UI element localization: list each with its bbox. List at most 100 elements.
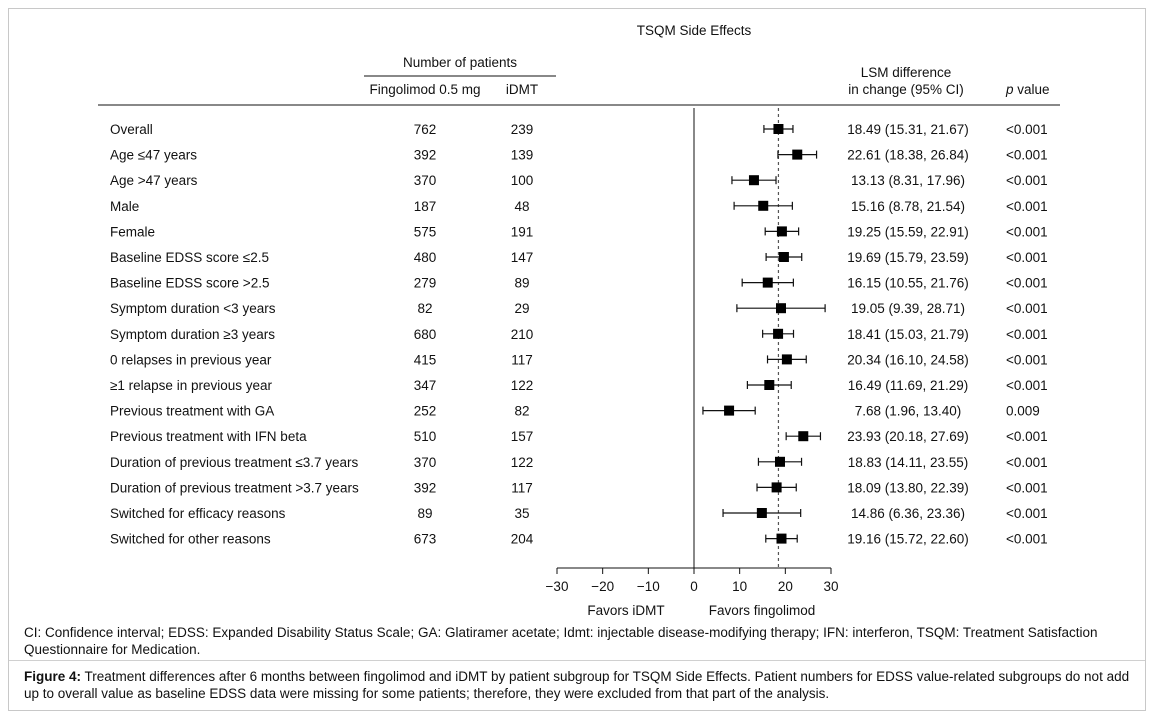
n-fingolimod: 392 [414, 148, 437, 163]
estimate-marker [776, 533, 787, 544]
estimate-marker [781, 354, 792, 365]
n-fingolimod: 370 [414, 455, 437, 470]
x-tick-label: 30 [823, 579, 838, 594]
estimate-marker [774, 456, 785, 467]
p-value: <0.001 [1006, 352, 1048, 367]
lsm-difference-ci: 23.93 (20.18, 27.69) [847, 429, 969, 444]
n-fingolimod: 347 [414, 378, 437, 393]
lsm-difference-ci: 14.86 (6.36, 23.36) [851, 506, 965, 521]
caption-divider [9, 660, 1145, 661]
plot-area [693, 108, 826, 568]
p-value: <0.001 [1006, 122, 1048, 137]
p-value: <0.001 [1006, 224, 1048, 239]
lsm-difference-ci: 18.49 (15.31, 21.67) [847, 122, 969, 137]
row-label: Switched for other reasons [110, 532, 271, 547]
x-tick-label: 20 [778, 579, 793, 594]
row-label: Previous treatment with IFN beta [110, 429, 307, 444]
row-label: Duration of previous treatment ≤3.7 year… [110, 455, 359, 470]
row-label: Baseline EDSS score ≤2.5 [110, 250, 269, 265]
lsm-difference-ci: 15.16 (8.78, 21.54) [851, 199, 965, 214]
n-idmt: 48 [514, 199, 529, 214]
figure-text: Treatment differences after 6 months bet… [24, 669, 1130, 701]
n-fingolimod: 673 [414, 532, 437, 547]
n-fingolimod: 510 [414, 429, 437, 444]
n-fingolimod: 480 [414, 250, 437, 265]
row-label: ≥1 relapse in previous year [110, 378, 272, 393]
estimate-marker [773, 124, 784, 134]
n-idmt: 204 [511, 532, 534, 547]
forest-plot: TSQM Side Effects Number of patients Fin… [98, 23, 1060, 618]
n-idmt: 117 [511, 352, 533, 367]
lsm-difference-ci: 16.49 (11.69, 21.29) [848, 378, 969, 393]
group-header: Number of patients [403, 55, 517, 70]
n-idmt: 210 [511, 327, 534, 342]
row-label: 0 relapses in previous year [110, 352, 272, 367]
figure-label: Figure 4: [24, 669, 82, 684]
row-label: Switched for efficacy reasons [110, 506, 286, 521]
n-fingolimod: 370 [414, 173, 437, 188]
estimate-marker [775, 303, 786, 314]
estimate-marker [748, 175, 759, 186]
col-header-p-value: p value [1005, 82, 1050, 97]
row-label: Symptom duration <3 years [110, 301, 276, 316]
n-idmt: 157 [511, 429, 534, 444]
p-value: <0.001 [1006, 506, 1048, 521]
n-fingolimod: 187 [414, 199, 437, 214]
row-label: Age ≤47 years [110, 148, 197, 163]
estimate-marker [792, 149, 803, 160]
n-fingolimod: 279 [414, 276, 437, 291]
lsm-difference-ci: 18.09 (13.80, 22.39) [847, 480, 969, 495]
x-axis: −30 −20 −10 0 10 20 30 [546, 567, 839, 594]
x-tick-label: −10 [637, 579, 660, 594]
n-idmt: 122 [511, 455, 534, 470]
row-label: Overall [110, 122, 153, 137]
p-value: <0.001 [1006, 173, 1048, 188]
n-fingolimod: 392 [414, 480, 437, 495]
lsm-difference-ci: 20.34 (16.10, 24.58) [847, 352, 969, 367]
p-rest: value [1014, 82, 1050, 97]
row-label: Male [110, 199, 139, 214]
p-value: <0.001 [1006, 199, 1048, 214]
estimate-marker [758, 200, 769, 211]
p-value: <0.001 [1006, 429, 1048, 444]
lsm-difference-ci: 7.68 (1.96, 13.40) [855, 404, 962, 419]
favors-left-label: Favors iDMT [587, 603, 664, 618]
p-value: <0.001 [1006, 301, 1048, 316]
row-label: Baseline EDSS score >2.5 [110, 276, 269, 291]
n-idmt: 117 [511, 480, 533, 495]
row-label: Age >47 years [110, 173, 198, 188]
lsm-difference-ci: 18.41 (15.03, 21.79) [847, 327, 969, 342]
lsm-difference-ci: 19.05 (9.39, 28.71) [851, 301, 965, 316]
x-tick-label: −20 [591, 579, 614, 594]
p-value: <0.001 [1006, 480, 1048, 495]
p-value: <0.001 [1006, 378, 1048, 393]
row-label: Symptom duration ≥3 years [110, 327, 275, 342]
p-italic: p [1005, 82, 1014, 97]
lsm-difference-ci: 16.15 (10.55, 21.76) [847, 276, 969, 291]
p-value: <0.001 [1006, 276, 1048, 291]
p-value: <0.001 [1006, 455, 1048, 470]
row-label: Female [110, 224, 155, 239]
abbreviations-caption: CI: Confidence interval; EDSS: Expanded … [24, 625, 1098, 657]
n-fingolimod: 89 [417, 506, 432, 521]
rows-group: Overall 762 239 18.49 (15.31, 21.67) <0.001 A… [110, 122, 1048, 547]
estimate-marker [756, 508, 767, 518]
n-idmt: 82 [514, 404, 529, 419]
figure-caption: Figure 4: Treatment differences after 6 … [24, 668, 1134, 702]
n-idmt: 139 [511, 148, 534, 163]
x-tick-label: −30 [546, 579, 569, 594]
estimate-marker [798, 431, 809, 442]
chart-title: TSQM Side Effects [637, 23, 752, 38]
p-value: <0.001 [1006, 327, 1048, 342]
n-idmt: 122 [511, 378, 534, 393]
n-idmt: 239 [511, 122, 534, 137]
lsm-difference-ci: 19.69 (15.79, 23.59) [847, 250, 969, 265]
n-fingolimod: 82 [417, 301, 432, 316]
n-idmt: 35 [514, 506, 529, 521]
row-label: Previous treatment with GA [110, 404, 274, 419]
estimate-marker [724, 405, 735, 416]
col-header-lsm-line2: in change (95% CI) [848, 82, 964, 97]
n-fingolimod: 762 [414, 122, 437, 137]
estimate-marker [778, 252, 789, 262]
favors-right-label: Favors fingolimod [709, 603, 816, 618]
